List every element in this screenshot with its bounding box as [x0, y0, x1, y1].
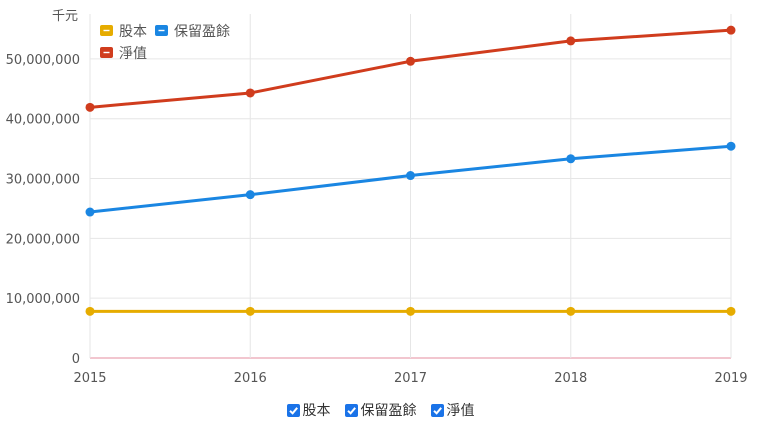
series-toggle-controls: 股本 保留盈餘 淨值 — [0, 400, 761, 420]
data-point — [85, 102, 95, 112]
checkbox-icon[interactable] — [286, 403, 300, 417]
data-point — [245, 88, 255, 98]
data-point — [566, 154, 576, 164]
line-chart: 千元 0 10,000,000 20,000,000 30,000,000 40,000… — [6, 9, 748, 386]
data-point — [726, 306, 736, 316]
toggle-label: 保留盈餘 — [360, 403, 417, 419]
x-tick-label: 2018 — [554, 371, 587, 386]
y-tick-label: 10,000,000 — [6, 292, 80, 307]
y-unit-label: 千元 — [52, 9, 78, 24]
x-tick-label: 2016 — [234, 371, 267, 386]
x-axis-ticks: 2015 2016 2017 2018 2019 — [73, 371, 747, 386]
data-point — [406, 171, 415, 181]
toggle-series-2[interactable]: 淨值 — [430, 400, 475, 420]
y-tick-label: 30,000,000 — [6, 173, 80, 188]
data-point — [85, 207, 95, 217]
toggle-label: 淨值 — [446, 403, 475, 419]
x-tick-label: 2019 — [714, 371, 747, 386]
checkbox-icon[interactable] — [344, 403, 358, 417]
y-axis-ticks: 0 10,000,000 20,000,000 30,000,000 40,000,00… — [6, 53, 80, 367]
data-point — [85, 306, 95, 316]
data-point — [245, 190, 255, 200]
y-tick-label: 20,000,000 — [6, 232, 80, 247]
x-tick-label: 2015 — [73, 371, 106, 386]
x-tick-label: 2017 — [394, 371, 427, 386]
data-point — [566, 306, 576, 316]
legend-label: 淨值 — [119, 46, 147, 62]
series-lines — [85, 25, 736, 316]
toggle-series-0[interactable]: 股本 — [286, 400, 331, 420]
checkbox-icon[interactable] — [430, 403, 444, 417]
legend-label: 保留盈餘 — [174, 23, 230, 40]
data-point — [406, 56, 415, 66]
data-point — [726, 25, 736, 35]
data-point — [245, 306, 255, 316]
data-point — [406, 306, 415, 316]
data-point — [566, 36, 576, 46]
data-point — [726, 141, 736, 151]
legend-label: 股本 — [119, 24, 147, 40]
y-tick-label: 50,000,000 — [6, 53, 80, 68]
y-tick-label: 40,000,000 — [6, 113, 80, 128]
toggle-series-1[interactable]: 保留盈餘 — [344, 400, 417, 420]
y-tick-label: 0 — [72, 352, 80, 367]
toggle-label: 股本 — [302, 403, 331, 419]
